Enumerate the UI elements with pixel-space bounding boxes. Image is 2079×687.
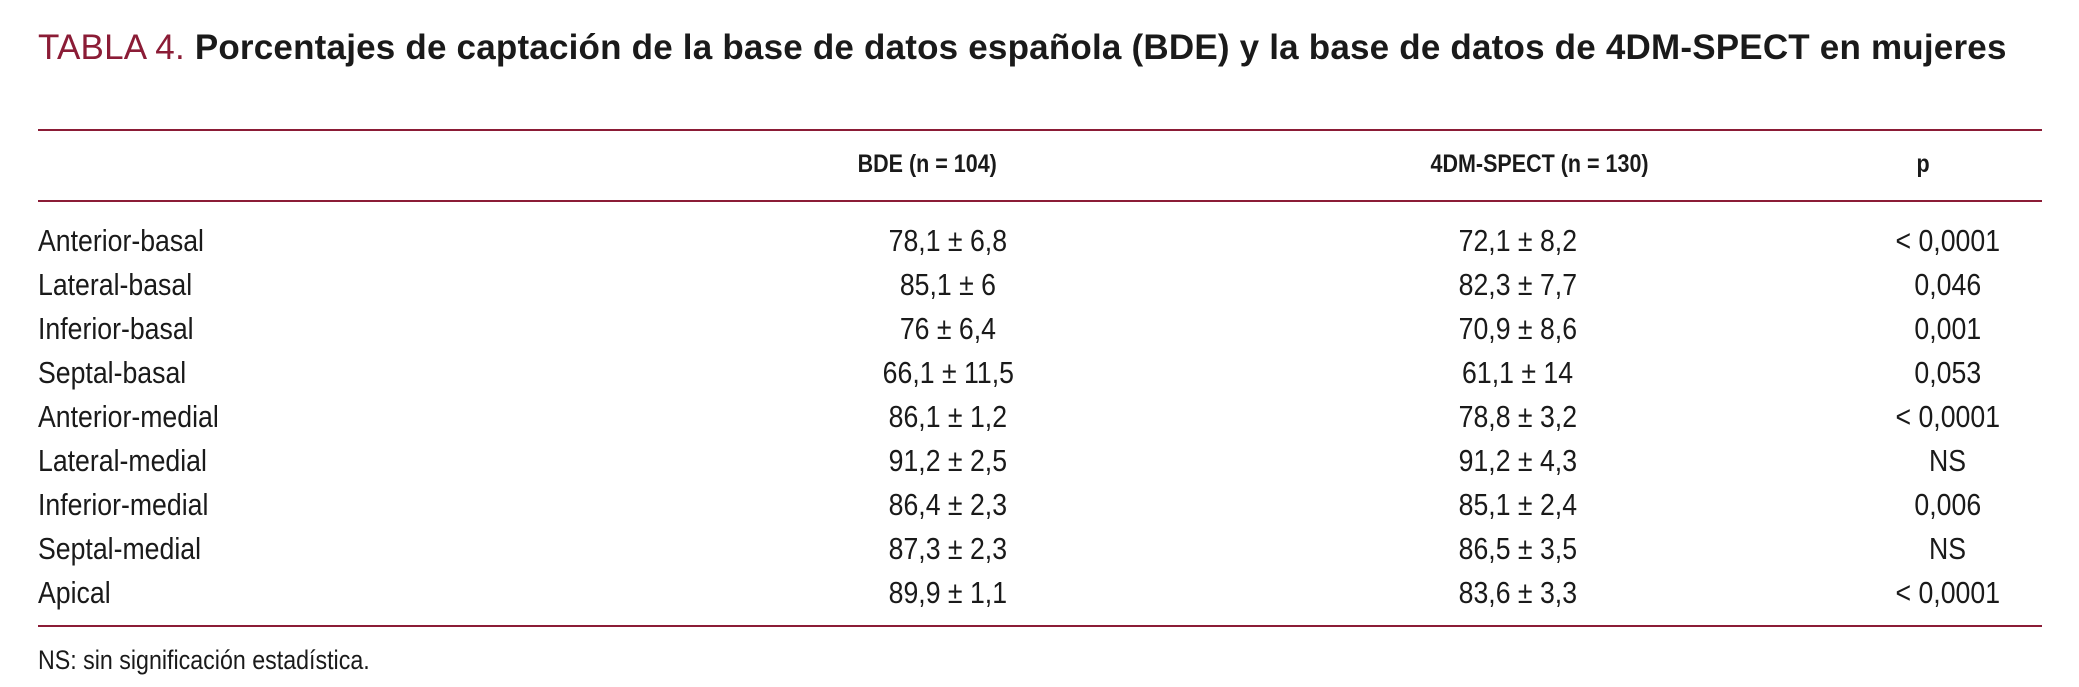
p-value: 0,006 [1914,487,1982,522]
row-label: Anterior-basal [38,223,204,258]
bde-value: 66,1 ± 11,5 [882,355,1014,390]
table-row: Anterior-medial 86,1 ± 1,2 78,8 ± 3,2 < … [38,395,2042,439]
spect-value: 83,6 ± 3,3 [1458,575,1578,610]
table-row: Apical 89,9 ± 1,1 83,6 ± 3,3 < 0,0001 [38,571,2042,615]
row-label: Lateral-medial [38,443,207,478]
header-bde: BDE (n = 104) [857,150,997,178]
spect-value: 86,5 ± 3,5 [1458,531,1578,566]
bde-value: 87,3 ± 2,3 [888,531,1008,566]
header-p: p [1916,150,1930,178]
p-value: 0,001 [1914,311,1982,346]
p-value: < 0,0001 [1895,399,2001,434]
table-body: Anterior-basal 78,1 ± 6,8 72,1 ± 8,2 < 0… [38,219,2042,615]
p-value: 0,053 [1914,355,1982,390]
row-label: Anterior-medial [38,399,219,434]
table-footnote: NS: sin significación estadística. [38,645,370,675]
table-row: Inferior-basal 76 ± 6,4 70,9 ± 8,6 0,001 [38,307,2042,351]
table-caption: Porcentajes de captación de la base de d… [194,28,2007,67]
spect-value: 82,3 ± 7,7 [1458,267,1578,302]
bde-value: 89,9 ± 1,1 [888,575,1008,610]
table-row: Anterior-basal 78,1 ± 6,8 72,1 ± 8,2 < 0… [38,219,2042,263]
table-row: Lateral-basal 85,1 ± 6 82,3 ± 7,7 0,046 [38,263,2042,307]
table-label: TABLA 4. [38,28,185,67]
bde-value: 86,4 ± 2,3 [888,487,1008,522]
p-value: NS [1929,443,1967,478]
p-value: < 0,0001 [1895,575,2001,610]
bde-value: 86,1 ± 1,2 [888,399,1008,434]
row-label: Septal-medial [38,531,202,566]
bde-value: 76 ± 6,4 [899,311,997,346]
spect-value: 91,2 ± 4,3 [1458,443,1578,478]
spect-value: 61,1 ± 14 [1462,355,1574,390]
row-label: Lateral-basal [38,267,193,302]
table-row: Septal-medial 87,3 ± 2,3 86,5 ± 3,5 NS [38,527,2042,571]
table-row: Septal-basal 66,1 ± 11,5 61,1 ± 14 0,053 [38,351,2042,395]
spect-value: 70,9 ± 8,6 [1458,311,1578,346]
row-label: Inferior-medial [38,487,209,522]
top-rule [38,129,2042,131]
p-value: 0,046 [1914,267,1982,302]
table-row: Lateral-medial 91,2 ± 2,5 91,2 ± 4,3 NS [38,439,2042,483]
header-rule [38,200,2042,202]
table-title: TABLA 4. Porcentajes de captación de la … [38,24,2042,72]
bde-value: 78,1 ± 6,8 [888,223,1008,258]
bde-value: 85,1 ± 6 [899,267,997,302]
row-label: Inferior-basal [38,311,194,346]
spect-value: 72,1 ± 8,2 [1458,223,1578,258]
p-value: < 0,0001 [1895,223,2001,258]
bde-value: 91,2 ± 2,5 [888,443,1008,478]
spect-value: 85,1 ± 2,4 [1458,487,1578,522]
header-4dm-spect: 4DM-SPECT (n = 130) [1430,150,1649,178]
table-header-row: BDE (n = 104) 4DM-SPECT (n = 130) p [38,150,1930,186]
table-row: Inferior-medial 86,4 ± 2,3 85,1 ± 2,4 0,… [38,483,2042,527]
row-label: Septal-basal [38,355,187,390]
row-label: Apical [38,575,111,610]
p-value: NS [1929,531,1967,566]
spect-value: 78,8 ± 3,2 [1458,399,1578,434]
bottom-rule [38,625,2042,627]
